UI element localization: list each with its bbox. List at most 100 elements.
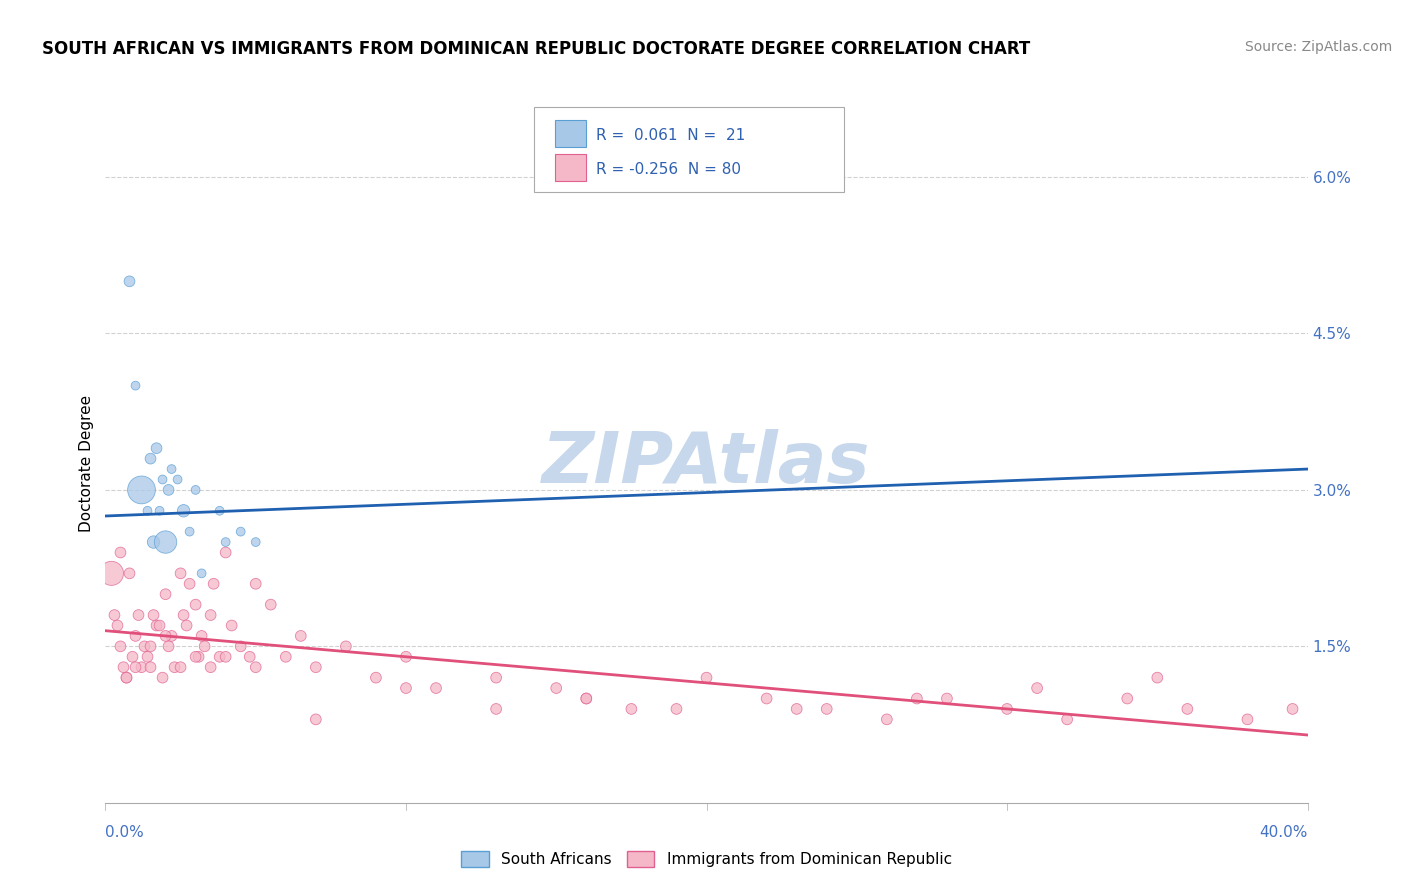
Point — [214, 545, 236, 559]
Text: ZIPAtlas: ZIPAtlas — [543, 429, 870, 499]
Point — [176, 618, 198, 632]
Point — [1175, 702, 1198, 716]
Text: Source: ZipAtlas.com: Source: ZipAtlas.com — [1244, 40, 1392, 54]
Point — [115, 671, 138, 685]
Point — [245, 535, 267, 549]
Point — [163, 660, 186, 674]
Point — [190, 629, 212, 643]
Y-axis label: Doctorate Degree: Doctorate Degree — [79, 395, 94, 533]
Point — [245, 660, 267, 674]
Point — [157, 483, 180, 497]
Point — [364, 671, 387, 685]
Point — [485, 702, 508, 716]
Point — [905, 691, 928, 706]
Point — [290, 629, 312, 643]
Text: R = -0.256  N = 80: R = -0.256 N = 80 — [596, 162, 741, 178]
Point — [575, 691, 598, 706]
Point — [395, 649, 418, 664]
Point — [200, 608, 222, 623]
Point — [160, 462, 183, 476]
Point — [245, 576, 267, 591]
Point — [335, 640, 357, 654]
Point — [145, 441, 167, 455]
Point — [118, 566, 141, 581]
Point — [620, 702, 643, 716]
Point — [208, 504, 231, 518]
Point — [305, 660, 328, 674]
Point — [1236, 712, 1258, 726]
Point — [160, 629, 183, 643]
Text: 0.0%: 0.0% — [105, 825, 145, 839]
Point — [755, 691, 778, 706]
Point — [575, 691, 598, 706]
Point — [169, 660, 191, 674]
Point — [995, 702, 1018, 716]
Point — [134, 640, 156, 654]
Point — [425, 681, 447, 695]
Point — [214, 535, 236, 549]
Point — [110, 640, 132, 654]
Point — [124, 629, 146, 643]
Point — [214, 649, 236, 664]
Point — [184, 483, 207, 497]
Point — [142, 608, 165, 623]
Point — [229, 524, 252, 539]
Point — [169, 566, 191, 581]
Point — [187, 649, 209, 664]
Point — [190, 566, 212, 581]
Point — [208, 649, 231, 664]
Point — [115, 671, 138, 685]
Point — [155, 629, 177, 643]
Point — [876, 712, 898, 726]
Point — [200, 660, 222, 674]
Point — [260, 598, 283, 612]
Point — [157, 640, 180, 654]
Point — [152, 473, 174, 487]
Point — [124, 378, 146, 392]
Point — [194, 640, 217, 654]
Point — [166, 473, 188, 487]
Point — [148, 618, 170, 632]
Point — [145, 618, 167, 632]
Legend: South Africans, Immigrants from Dominican Republic: South Africans, Immigrants from Dominica… — [456, 845, 957, 873]
Point — [100, 566, 122, 581]
Point — [155, 587, 177, 601]
Point — [139, 640, 162, 654]
Point — [118, 274, 141, 288]
Point — [136, 504, 159, 518]
Text: SOUTH AFRICAN VS IMMIGRANTS FROM DOMINICAN REPUBLIC DOCTORATE DEGREE CORRELATION: SOUTH AFRICAN VS IMMIGRANTS FROM DOMINIC… — [42, 40, 1031, 58]
Point — [1281, 702, 1303, 716]
Text: R =  0.061  N =  21: R = 0.061 N = 21 — [596, 128, 745, 144]
Point — [107, 618, 129, 632]
Text: 40.0%: 40.0% — [1260, 825, 1308, 839]
Point — [131, 660, 153, 674]
Point — [173, 504, 195, 518]
Point — [936, 691, 959, 706]
Point — [239, 649, 262, 664]
Point — [155, 535, 177, 549]
Point — [229, 640, 252, 654]
Point — [179, 524, 201, 539]
Point — [1026, 681, 1049, 695]
Point — [128, 608, 150, 623]
Point — [485, 671, 508, 685]
Point — [110, 545, 132, 559]
Point — [184, 649, 207, 664]
Point — [131, 483, 153, 497]
Point — [112, 660, 135, 674]
Point — [665, 702, 688, 716]
Point — [815, 702, 838, 716]
Point — [142, 535, 165, 549]
Point — [152, 671, 174, 685]
Point — [1056, 712, 1078, 726]
Point — [274, 649, 297, 664]
Point — [1146, 671, 1168, 685]
Point — [184, 598, 207, 612]
Point — [148, 504, 170, 518]
Point — [546, 681, 568, 695]
Point — [121, 649, 143, 664]
Point — [139, 660, 162, 674]
Point — [395, 681, 418, 695]
Point — [305, 712, 328, 726]
Point — [139, 451, 162, 466]
